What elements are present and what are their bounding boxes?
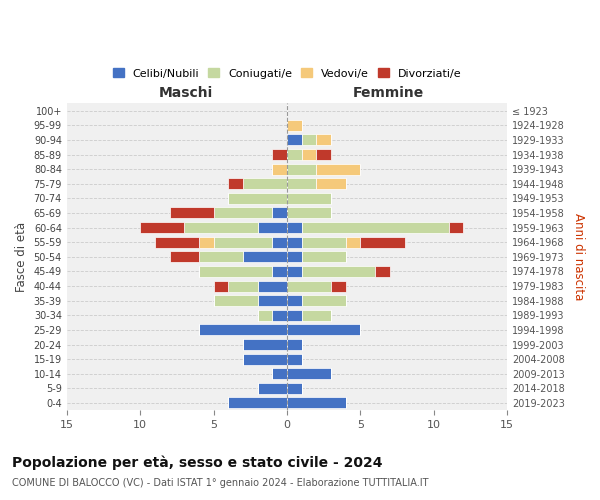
Bar xyxy=(287,310,302,321)
Bar xyxy=(287,208,331,218)
Bar xyxy=(287,398,346,408)
Text: Femmine: Femmine xyxy=(353,86,424,101)
Bar xyxy=(287,324,361,336)
Bar xyxy=(287,295,302,306)
Text: Maschi: Maschi xyxy=(158,86,213,101)
Bar xyxy=(287,354,302,364)
Bar xyxy=(229,280,257,291)
Bar xyxy=(287,339,302,350)
Bar xyxy=(287,120,302,130)
Bar xyxy=(302,252,346,262)
Bar xyxy=(287,149,302,160)
Bar xyxy=(257,383,287,394)
Bar xyxy=(316,134,331,145)
Text: Popolazione per età, sesso e stato civile - 2024: Popolazione per età, sesso e stato civil… xyxy=(12,455,383,469)
Bar xyxy=(214,208,272,218)
Bar xyxy=(302,134,316,145)
Legend: Celibi/Nubili, Coniugati/e, Vedovi/e, Divorziati/e: Celibi/Nubili, Coniugati/e, Vedovi/e, Di… xyxy=(110,66,464,81)
Bar xyxy=(272,208,287,218)
Bar xyxy=(302,236,346,248)
Bar xyxy=(361,236,404,248)
Bar xyxy=(331,280,346,291)
Bar xyxy=(272,149,287,160)
Bar xyxy=(243,339,287,350)
Bar xyxy=(214,295,257,306)
Bar xyxy=(199,266,272,277)
Bar xyxy=(257,310,272,321)
Bar xyxy=(287,383,302,394)
Bar xyxy=(287,280,331,291)
Bar xyxy=(199,324,287,336)
Bar xyxy=(155,236,199,248)
Bar xyxy=(272,368,287,379)
Bar xyxy=(316,164,361,174)
Bar xyxy=(272,164,287,174)
Bar xyxy=(243,178,287,189)
Bar xyxy=(229,178,243,189)
Bar xyxy=(449,222,463,233)
Bar xyxy=(243,354,287,364)
Bar xyxy=(346,236,361,248)
Bar xyxy=(140,222,184,233)
Bar xyxy=(316,178,346,189)
Bar xyxy=(302,295,346,306)
Text: COMUNE DI BALOCCO (VC) - Dati ISTAT 1° gennaio 2024 - Elaborazione TUTTITALIA.IT: COMUNE DI BALOCCO (VC) - Dati ISTAT 1° g… xyxy=(12,478,428,488)
Bar xyxy=(302,266,375,277)
Bar xyxy=(184,222,257,233)
Bar xyxy=(287,252,302,262)
Bar xyxy=(302,149,316,160)
Bar xyxy=(199,236,214,248)
Bar xyxy=(287,164,316,174)
Bar xyxy=(287,193,331,204)
Bar xyxy=(287,222,302,233)
Bar xyxy=(287,134,302,145)
Bar xyxy=(287,266,302,277)
Bar xyxy=(316,149,331,160)
Bar xyxy=(257,295,287,306)
Bar xyxy=(272,236,287,248)
Bar xyxy=(214,236,272,248)
Bar xyxy=(170,252,199,262)
Bar xyxy=(272,266,287,277)
Bar xyxy=(287,178,316,189)
Y-axis label: Fasce di età: Fasce di età xyxy=(15,222,28,292)
Bar xyxy=(287,368,331,379)
Bar xyxy=(272,310,287,321)
Bar xyxy=(229,193,287,204)
Bar xyxy=(214,280,229,291)
Bar xyxy=(375,266,390,277)
Bar xyxy=(287,236,302,248)
Y-axis label: Anni di nascita: Anni di nascita xyxy=(572,213,585,300)
Bar xyxy=(302,222,449,233)
Bar xyxy=(243,252,287,262)
Bar xyxy=(170,208,214,218)
Bar xyxy=(257,222,287,233)
Bar xyxy=(199,252,243,262)
Bar xyxy=(229,398,287,408)
Bar xyxy=(257,280,287,291)
Bar xyxy=(302,310,331,321)
